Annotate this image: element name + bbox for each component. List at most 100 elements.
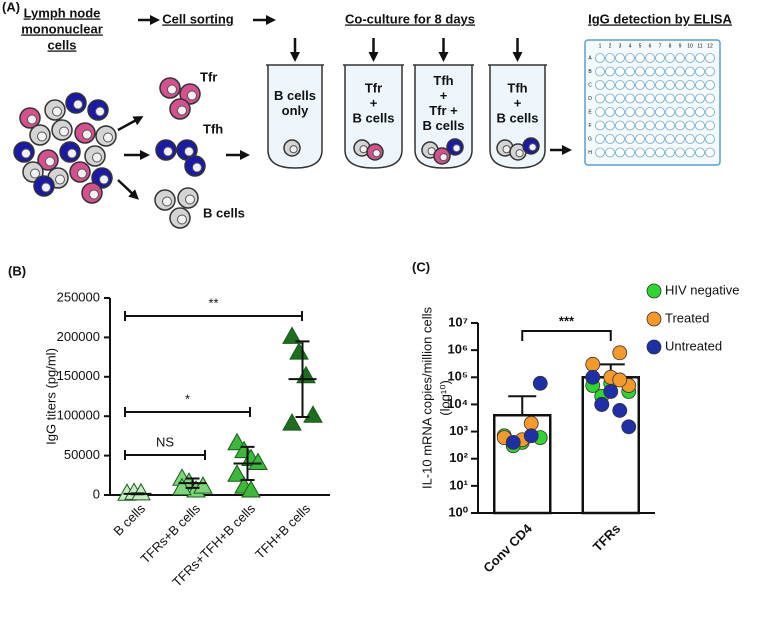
well: [645, 53, 655, 63]
well: [595, 66, 605, 77]
cell-nucleus: [289, 145, 298, 154]
significance-bar: [521, 330, 612, 341]
well: [665, 66, 675, 77]
significance-bar: [124, 450, 206, 460]
x-tick-label: TFH+B cells: [252, 501, 313, 562]
cell-nucleus: [184, 146, 194, 157]
well: [685, 120, 695, 131]
well: [655, 93, 665, 104]
cell-nucleus: [45, 156, 55, 167]
error-bar: [240, 445, 255, 482]
well: [695, 134, 705, 144]
cell-nucleus: [515, 149, 524, 158]
well: [675, 93, 685, 104]
well: [605, 80, 615, 90]
well: [605, 134, 615, 144]
well: [705, 93, 715, 104]
panel-label: (C): [412, 259, 430, 274]
y-tick-label: 10⁷: [448, 314, 468, 329]
tube-label: Tfr: [365, 80, 382, 95]
data-point: [289, 342, 309, 360]
well: [675, 120, 685, 131]
well: [605, 107, 615, 117]
well: [625, 147, 635, 158]
cell-nucleus: [177, 105, 187, 116]
well: [635, 120, 645, 131]
well: [635, 147, 645, 158]
panel-label: (B): [8, 263, 26, 278]
plate-col: 6: [649, 43, 652, 49]
well: [705, 53, 715, 63]
well: [655, 80, 665, 90]
y-tick-label: 10⁰: [448, 504, 468, 519]
well: [675, 134, 685, 144]
tube: [267, 65, 323, 169]
significance-bar: [124, 407, 251, 417]
cell-nucleus: [41, 182, 51, 193]
error-bar: [295, 340, 310, 418]
legend-marker: [646, 339, 662, 355]
data-point: [172, 477, 192, 496]
cell-nucleus: [502, 145, 511, 154]
cell-nucleus: [359, 145, 368, 154]
data-point: [505, 434, 521, 450]
data-point: [594, 397, 610, 412]
well: [645, 80, 655, 90]
step-title: cells: [48, 37, 77, 52]
well: [665, 80, 675, 90]
plate-row: H: [588, 150, 592, 156]
well: [605, 66, 615, 77]
well: [655, 66, 665, 77]
data-point: [303, 405, 323, 423]
cell-nucleus: [27, 114, 37, 125]
data-point: [241, 480, 261, 498]
well: [655, 134, 665, 144]
y-tick-label: 10⁴: [447, 396, 468, 411]
data-point: [532, 375, 548, 391]
legend-label: HIV negative: [665, 282, 739, 297]
well: [595, 93, 605, 104]
well: [705, 147, 715, 158]
y-tick-label: 10⁵: [447, 369, 468, 384]
well: [675, 107, 685, 117]
legend-label: Untreated: [665, 338, 722, 353]
well: [615, 147, 625, 158]
well: [605, 93, 615, 104]
plate-col: 4: [629, 43, 632, 49]
well: [665, 53, 675, 63]
well: [705, 80, 715, 90]
plate-row: F: [588, 123, 591, 129]
well: [695, 53, 705, 63]
step-title: Cell sorting: [162, 11, 234, 26]
well: [655, 107, 665, 117]
plate-col: 3: [619, 43, 622, 49]
plate-col: 9: [679, 43, 682, 49]
plate-col: 1: [599, 43, 602, 49]
cell-nucleus: [185, 194, 195, 205]
well: [655, 120, 665, 131]
y-tick-label: 200000: [57, 329, 100, 344]
y-tick-label: 250000: [57, 289, 100, 304]
data-point: [227, 464, 247, 482]
data-point: [612, 403, 628, 418]
cell-nucleus: [528, 143, 537, 152]
cell-nucleus: [103, 132, 113, 143]
data-point: [621, 419, 637, 435]
cell-nucleus: [89, 189, 99, 200]
well: [675, 147, 685, 158]
well: [685, 107, 695, 117]
well: [655, 53, 665, 63]
well: [605, 53, 615, 63]
well: [615, 93, 625, 104]
error-bar: [130, 492, 145, 496]
step-title: IgG detection by ELISA: [588, 11, 732, 26]
plate-col: 2: [609, 43, 612, 49]
tube-label: B cells: [423, 118, 465, 133]
bar: [581, 376, 640, 515]
well: [615, 80, 625, 90]
y-tick-label: 10²: [449, 450, 468, 465]
well: [595, 80, 605, 90]
significance-label: NS: [156, 434, 174, 449]
well: [665, 147, 675, 158]
